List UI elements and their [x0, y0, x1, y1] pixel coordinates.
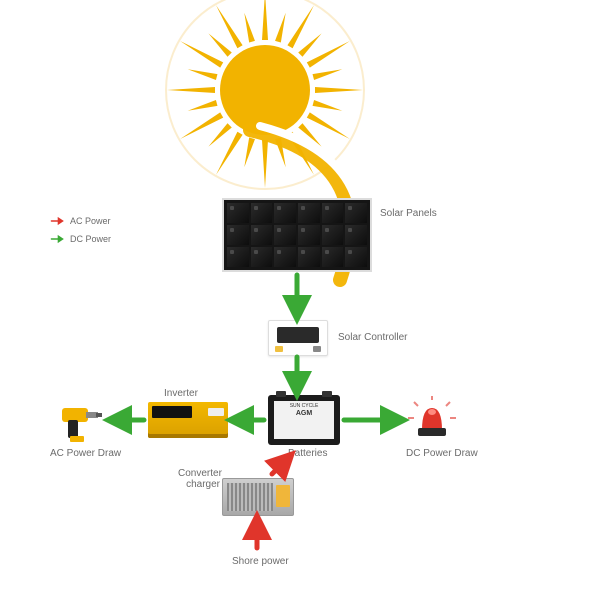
label-inverter: Inverter	[164, 388, 198, 399]
legend: AC Power DC Power	[50, 214, 111, 250]
inverter	[148, 402, 228, 438]
diagram-canvas: AC Power DC Power Solar Panels Solar Con…	[0, 0, 600, 600]
battery-type: AGM	[277, 410, 331, 418]
label-solar-controller: Solar Controller	[338, 332, 407, 343]
legend-ac: AC Power	[50, 214, 111, 228]
label-batteries: Batteries	[288, 448, 327, 459]
siren-icon	[408, 396, 456, 444]
legend-dc-arrow-icon	[50, 232, 64, 246]
battery-brand: SUN CYCLE	[290, 403, 319, 409]
sun-graphic	[165, 0, 365, 190]
label-converter: Converter charger	[178, 468, 220, 490]
converter-charger	[222, 478, 294, 516]
legend-ac-label: AC Power	[70, 216, 111, 226]
solar-panel	[222, 198, 372, 272]
drill-icon	[56, 398, 104, 446]
arrow-converter-to-battery	[272, 457, 289, 474]
label-dc-draw: DC Power Draw	[406, 448, 478, 459]
legend-ac-arrow-icon	[50, 214, 64, 228]
label-solar-panels: Solar Panels	[380, 208, 437, 219]
battery: SUN CYCLE AGM	[268, 395, 340, 445]
solar-controller	[268, 320, 328, 356]
label-shore-power: Shore power	[232, 556, 289, 567]
legend-dc-label: DC Power	[70, 234, 111, 244]
label-ac-draw: AC Power Draw	[50, 448, 121, 459]
legend-dc: DC Power	[50, 232, 111, 246]
